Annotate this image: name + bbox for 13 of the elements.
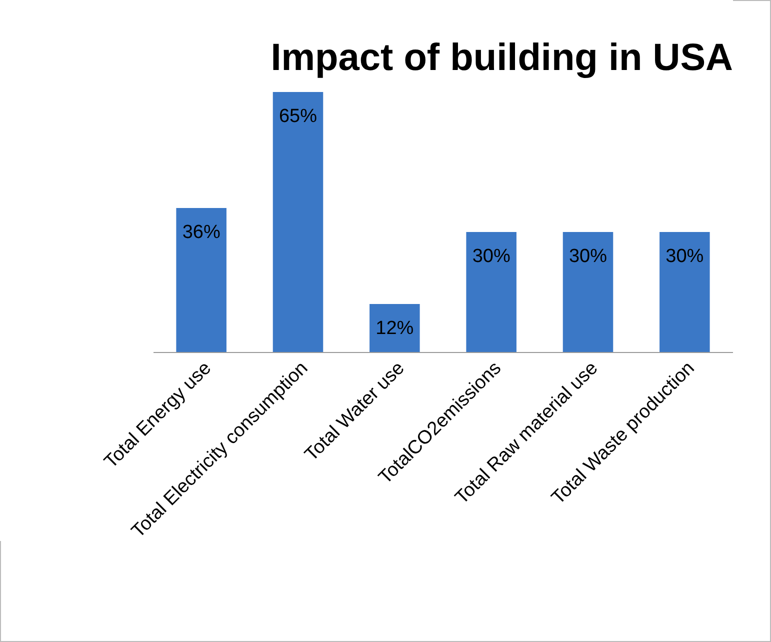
bar [466, 232, 516, 352]
chart-title: Impact of building in USA [270, 37, 733, 79]
data-label: 30% [568, 246, 608, 267]
bar [660, 232, 710, 352]
data-label: 30% [666, 246, 704, 267]
data-label: 36% [182, 222, 220, 243]
bar [176, 208, 226, 352]
data-label: 65% [278, 106, 318, 127]
bar [272, 92, 324, 352]
data-label: 30% [472, 246, 510, 267]
data-label: 12% [376, 318, 414, 339]
bar [370, 304, 420, 352]
bar [562, 232, 614, 352]
